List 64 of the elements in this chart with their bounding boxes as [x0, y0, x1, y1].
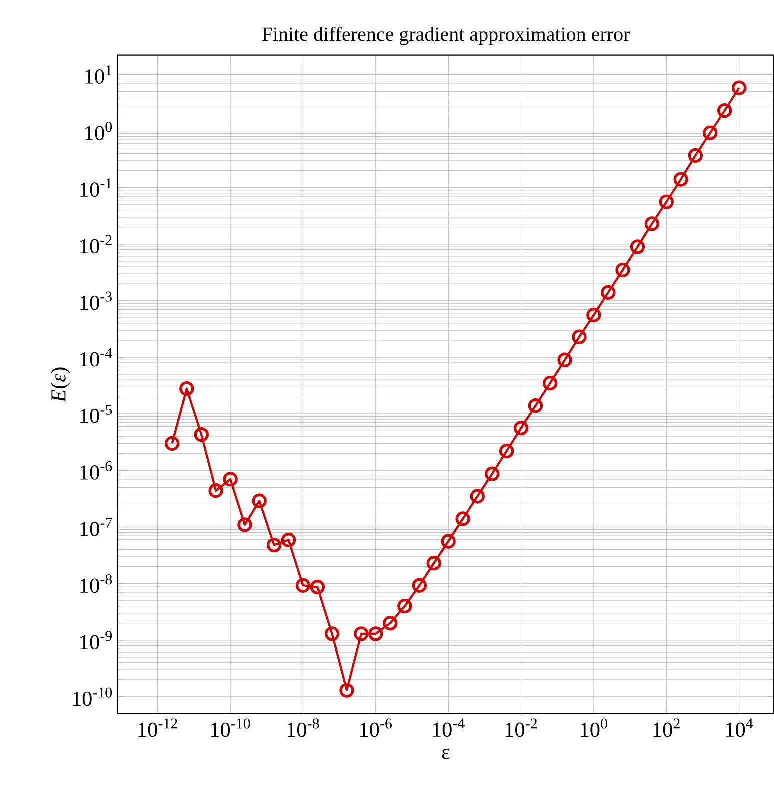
point — [368, 626, 384, 642]
point — [398, 599, 412, 614]
point — [644, 216, 660, 232]
point — [485, 466, 500, 482]
point — [558, 352, 572, 368]
point — [528, 398, 544, 414]
x-tick-label: 10$^{2}$ — [654, 718, 680, 738]
y-tick-label: 10$^{-8}$ — [80, 574, 112, 594]
point — [412, 578, 427, 593]
point — [718, 103, 732, 118]
point — [383, 616, 398, 631]
point — [223, 472, 238, 487]
x-tick-label: 10$^{-6}$ — [360, 718, 392, 738]
y-tick-label: 10$^{-9}$ — [80, 631, 112, 650]
point — [180, 382, 194, 396]
point — [354, 626, 369, 642]
point — [266, 538, 282, 553]
point — [164, 436, 180, 452]
y-tick-label: 10$^{-6}$ — [80, 461, 112, 480]
y-tick-label: 10$^{-3}$ — [80, 292, 112, 310]
x-tick-label: 10$^{-4}$ — [433, 718, 465, 738]
point — [542, 376, 558, 391]
point — [514, 421, 529, 436]
x-tick-label: 10$^{4}$ — [726, 718, 754, 738]
point — [601, 285, 616, 300]
x-tick-label: 10$^{0}$ — [581, 718, 608, 738]
point — [659, 194, 674, 210]
y-tick-label: 10$^{-7}$ — [80, 518, 112, 536]
y-tick-label: 10$^{1}$ — [86, 66, 112, 84]
x-axis-title: ε — [442, 749, 450, 760]
point — [499, 444, 514, 459]
point — [324, 626, 340, 642]
point — [732, 80, 747, 96]
y-tick-label: 10$^{-10}$ — [73, 688, 112, 706]
y-tick-label: 10$^{-5}$ — [80, 404, 112, 424]
point — [616, 262, 630, 278]
point — [281, 532, 296, 548]
point — [630, 240, 646, 254]
chart-title: Finite difference gradient approximation error — [262, 26, 630, 46]
x-tick-label: 10$^{-8}$ — [288, 718, 320, 738]
y-tick-label: 10$^{-1}$ — [80, 178, 112, 198]
point — [470, 489, 485, 504]
x-tick-label: 10$^{-12}$ — [138, 718, 178, 738]
point — [456, 512, 470, 526]
y-axis-title: E(ε) — [50, 368, 70, 403]
point — [572, 330, 587, 344]
point — [238, 518, 252, 532]
point — [194, 428, 209, 442]
y-tick-label: 10$^{-4}$ — [80, 348, 112, 367]
point — [296, 578, 311, 593]
point — [426, 556, 442, 571]
point — [441, 534, 456, 549]
point — [208, 484, 224, 498]
point — [310, 580, 326, 595]
point — [688, 148, 704, 164]
point — [674, 172, 688, 187]
point — [586, 308, 602, 323]
point — [340, 683, 354, 698]
point — [703, 126, 718, 140]
y-tick-label: 10$^{-2}$ — [80, 235, 112, 254]
y-tick-label: 10$^{0}$ — [86, 122, 112, 141]
x-tick-label: 10$^{-2}$ — [506, 718, 537, 738]
x-tick-label: 10$^{-10}$ — [211, 718, 250, 738]
point — [252, 494, 267, 508]
